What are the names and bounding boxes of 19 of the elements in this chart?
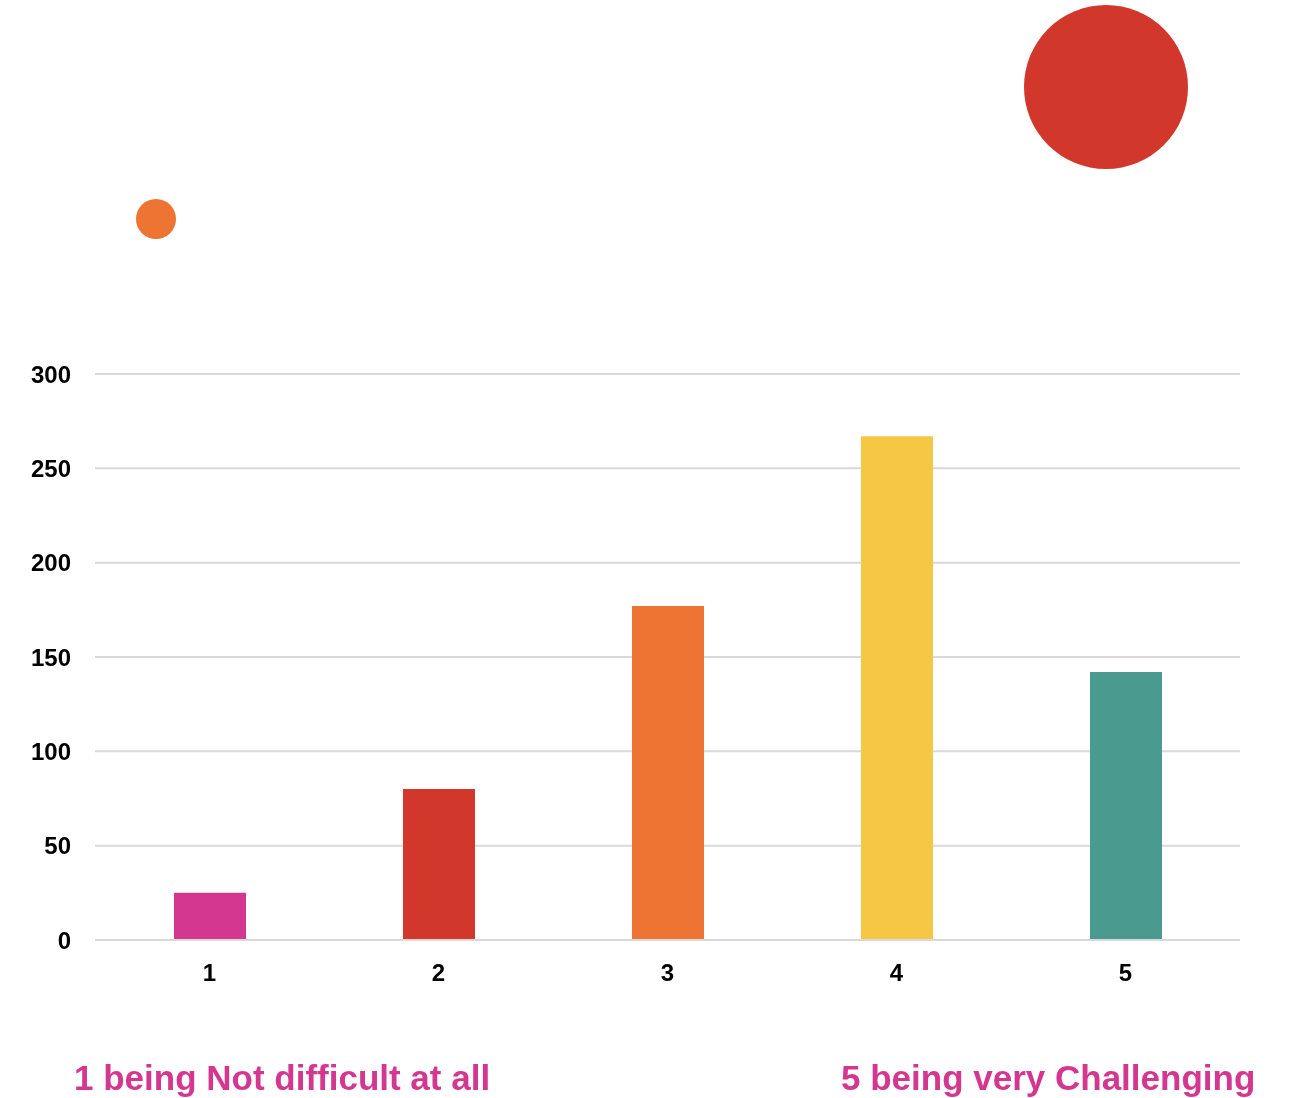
y-tick-label: 50: [44, 832, 71, 860]
x-tick-label: 3: [660, 959, 675, 987]
y-tick-label: 300: [30, 360, 71, 388]
bar: [403, 789, 475, 940]
x-tick-label: 5: [1118, 959, 1133, 987]
text: 5 being very Challenging: [841, 1058, 1256, 1098]
bar: [632, 606, 704, 940]
text: 1 being Not difficult at all: [74, 1058, 491, 1098]
y-tick-label: 250: [30, 454, 71, 482]
y-tick-label: 150: [30, 643, 71, 671]
x-tick-label: 4: [889, 959, 904, 987]
x-tick-label: 1: [202, 959, 217, 987]
y-tick-label: 200: [30, 549, 71, 577]
bar: [861, 436, 933, 940]
y-tick-label: 100: [30, 737, 71, 765]
bar: [174, 892, 246, 940]
y-tick-label: 0: [57, 926, 71, 954]
x-tick-label: 2: [431, 959, 446, 987]
bar: [1090, 672, 1162, 940]
